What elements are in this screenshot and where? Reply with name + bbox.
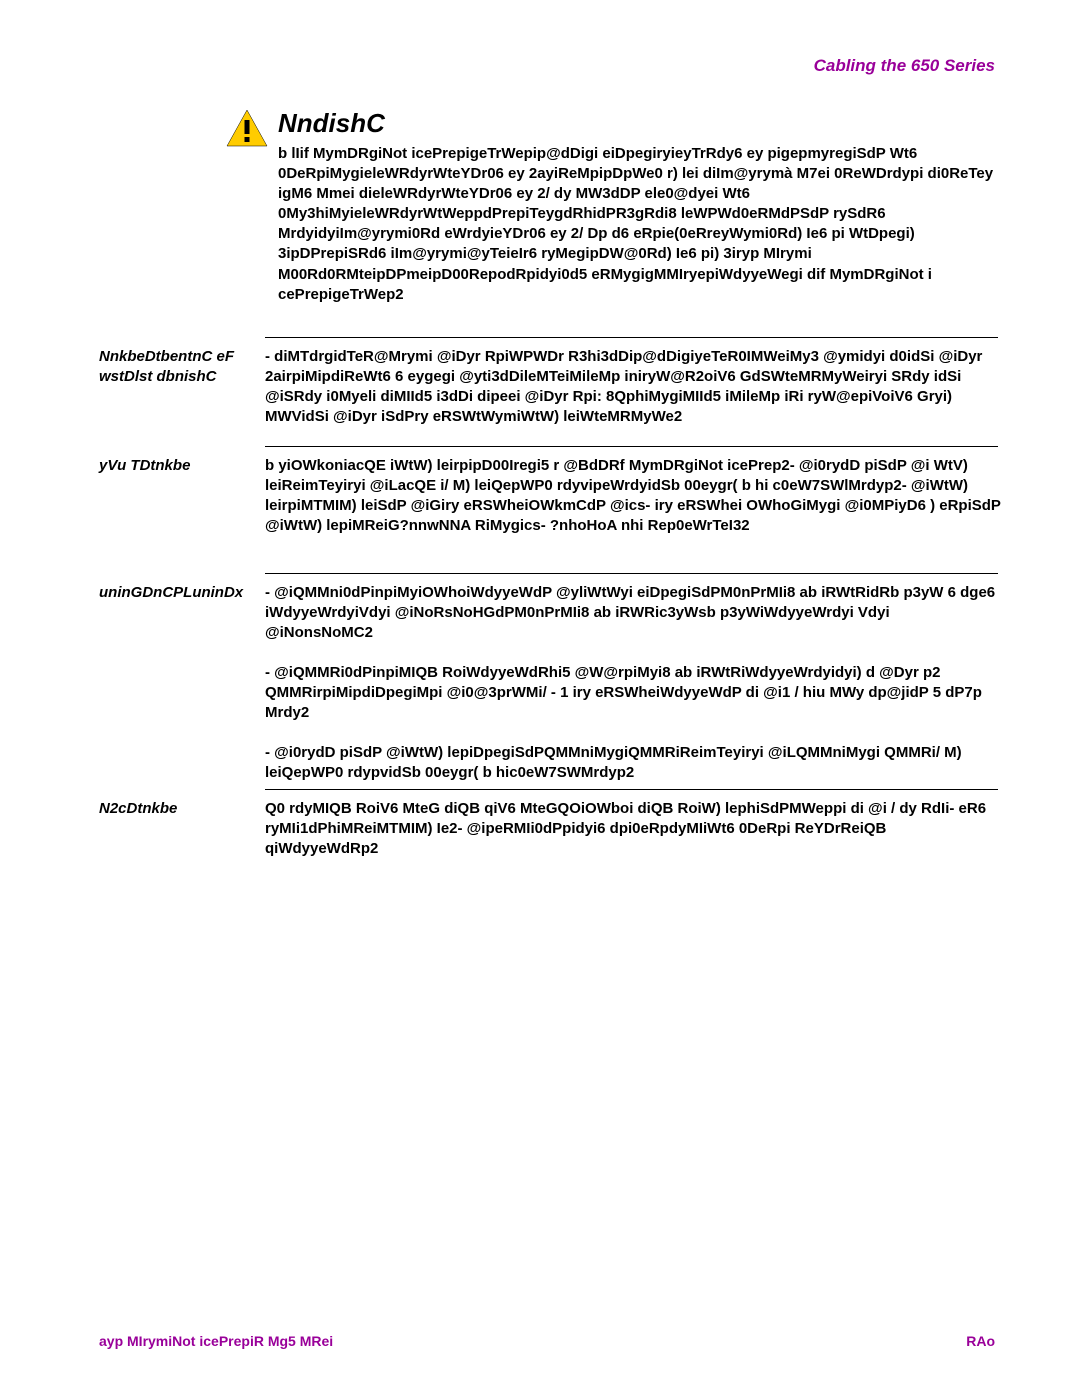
section-body: - @iQMMRi0dPinpiMIQB RoiWdyyeWdRhi5 @W@r… bbox=[265, 663, 1001, 723]
warning-icon bbox=[225, 108, 269, 148]
section-label: yVu TDtnkbe bbox=[99, 456, 259, 476]
section-label: uninGDnCPLuninDx bbox=[99, 583, 259, 603]
caution-title: NndishC bbox=[278, 108, 385, 139]
section-body: - @iQMMni0dPinpiMyiOWhoiWdyyeWdP @yliWtW… bbox=[265, 583, 1001, 643]
section-body: Q0 rdyMIQB RoiV6 MteG diQB qiV6 MteGQOiO… bbox=[265, 799, 1001, 859]
section-body: - @i0rydD piSdP @iWtW) lepiDpegiSdPQMMni… bbox=[265, 743, 1001, 783]
section-divider bbox=[265, 446, 998, 447]
page-header: Cabling the 650 Series bbox=[814, 56, 995, 76]
section-divider bbox=[265, 337, 998, 338]
footer-left: ayp MIrymiNot icePrepiR Mg5 MRei bbox=[99, 1333, 333, 1349]
section-body: b yiOWkoniacQE iWtW) leirpipD00Iregi5 r … bbox=[265, 456, 1001, 536]
section-label: N2cDtnkbe bbox=[99, 799, 259, 819]
footer-right: RAo bbox=[966, 1333, 995, 1349]
section-divider bbox=[265, 789, 998, 790]
section-body: - diMTdrgidTeR@Mrymi @iDyr RpiWPWDr R3hi… bbox=[265, 347, 1001, 427]
caution-body: b lIif MymDRgiNot icePrepigeTrWepip@dDig… bbox=[278, 144, 998, 305]
section-label: NnkbeDtbentnC eF wstDlst dbnishC bbox=[99, 347, 259, 388]
section-divider bbox=[265, 573, 998, 574]
